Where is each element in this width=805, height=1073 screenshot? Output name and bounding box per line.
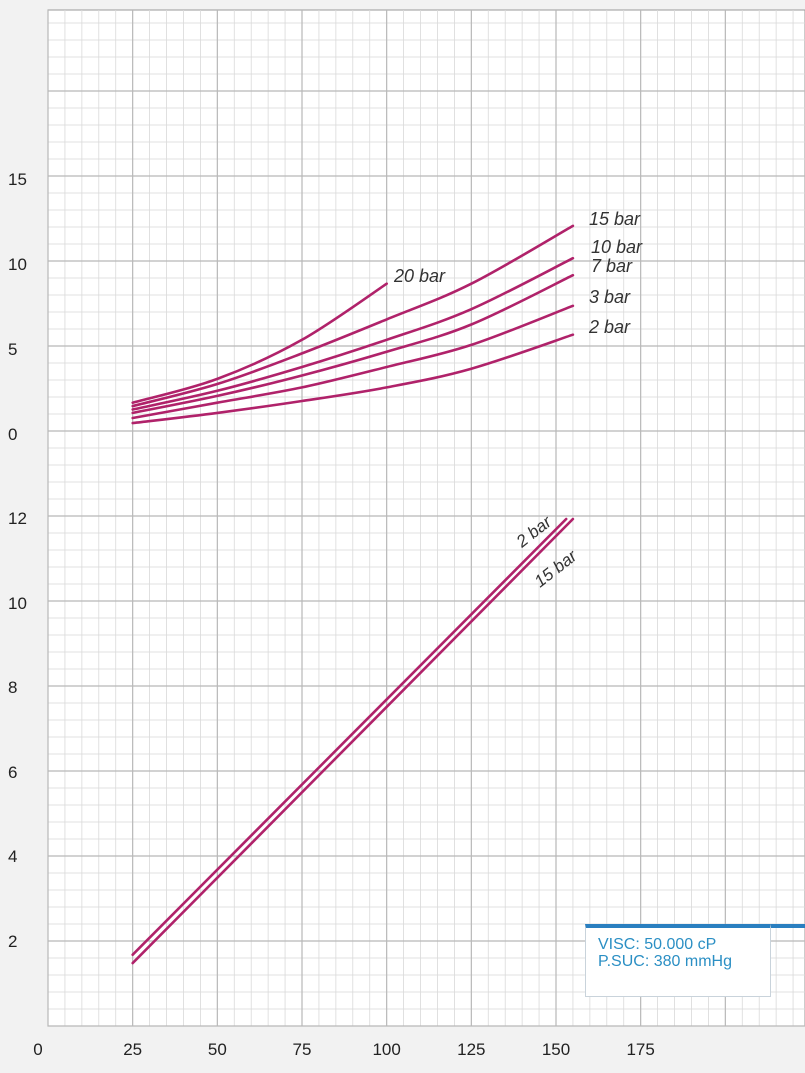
curve-top-3-bar <box>131 304 575 420</box>
series-label-top-2-bar: 2 bar <box>588 317 631 337</box>
x-tick-label: 175 <box>626 1040 655 1059</box>
y-tick-label-top: 15 <box>8 170 27 189</box>
y-tick-label-bottom: 4 <box>8 847 18 867</box>
y-tick-label-bottom: 6 <box>8 762 18 782</box>
series-label-top-15-bar: 15 bar <box>589 209 641 229</box>
y-tick-label-top: 10 <box>8 255 27 274</box>
x-tick-label: 50 <box>207 1040 227 1059</box>
info-box-text: VISC: 50.000 cP P.SUC: 380 mmHg <box>598 936 732 970</box>
curve-top-10-bar <box>131 256 575 411</box>
curve-bottom-2-bar <box>131 517 568 956</box>
x-tick-label: 150 <box>541 1040 571 1059</box>
grid-minor <box>48 10 805 1026</box>
y-tick-label-bottom: 10 <box>8 593 27 613</box>
curve-top-20-bar <box>131 282 388 404</box>
series-label-top-3-bar: 3 bar <box>589 287 631 307</box>
curve-top-7-bar <box>131 273 575 415</box>
y-tick-label-bottom: 12 <box>8 509 27 528</box>
plot-background <box>47 9 805 1027</box>
series-label-top-7-bar: 7 bar <box>591 256 633 276</box>
x-tick-label: 25 <box>123 1040 143 1059</box>
grid-major <box>47 10 805 1027</box>
info-box-tab <box>771 924 805 928</box>
x-tick-label: 125 <box>457 1040 486 1059</box>
y-tick-label-bottom: 2 <box>8 932 18 951</box>
curve-bottom-15-bar <box>131 517 575 965</box>
y-tick-label-bottom: 8 <box>8 678 18 698</box>
curve-top-15-bar <box>131 224 575 408</box>
series-label-top-20-bar: 20 bar <box>393 266 446 286</box>
y-tick-label-top: 5 <box>8 340 18 359</box>
x-tick-label: 75 <box>292 1040 312 1059</box>
top-chart-curves <box>131 224 575 425</box>
bottom-chart-curves <box>131 517 575 965</box>
curve-top-2-bar <box>131 333 575 425</box>
series-label-top-10-bar: 10 bar <box>591 237 643 257</box>
x-tick-label: 0 <box>33 1040 43 1059</box>
x-tick-label: 100 <box>372 1040 401 1059</box>
y-tick-label-top: 0 <box>8 425 18 444</box>
info-box: VISC: 50.000 cP P.SUC: 380 mmHg <box>585 924 771 997</box>
